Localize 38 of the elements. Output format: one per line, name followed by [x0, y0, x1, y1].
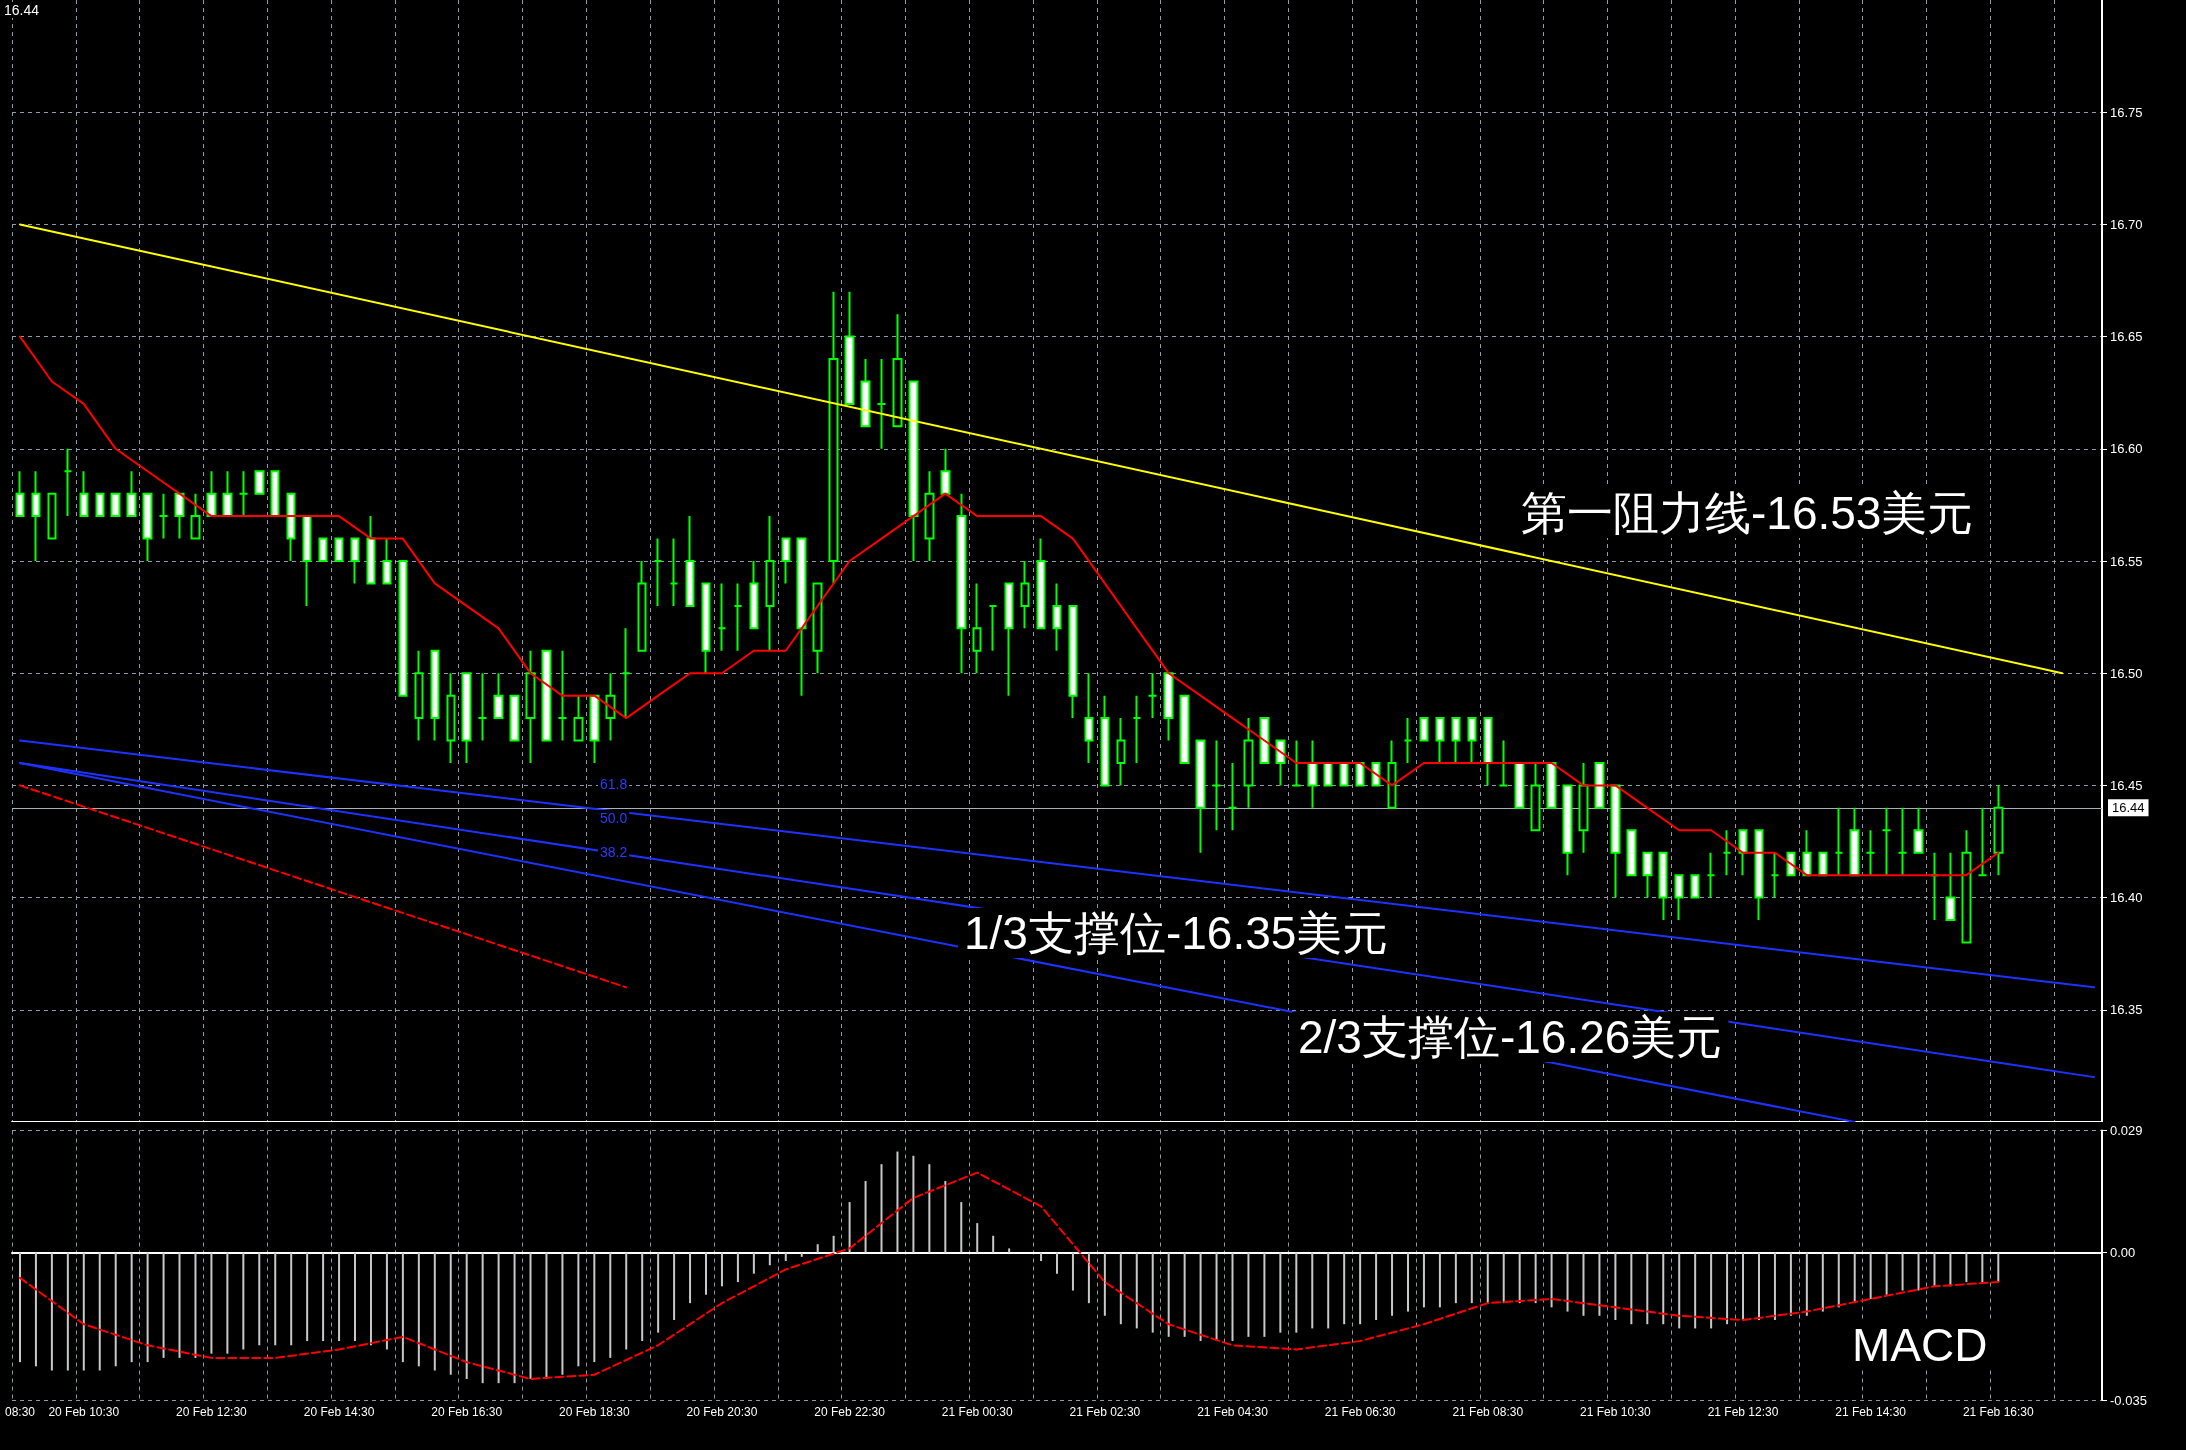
x-tick-label: 20 Feb 14:30 [303, 1405, 375, 1419]
x-tick-label: 21 Feb 00:30 [941, 1405, 1013, 1419]
x-tick-label: 21 Feb 08:30 [1452, 1405, 1524, 1419]
x-tick-label: 21 Feb 16:30 [1962, 1405, 2034, 1419]
x-tick-label: 20 Feb 22:30 [814, 1405, 886, 1419]
x-tick-label: 21 Feb 12:30 [1707, 1405, 1779, 1419]
x-tick-label: 20 Feb 16:30 [431, 1405, 503, 1419]
x-tick-label: 21 Feb 02:30 [1069, 1405, 1141, 1419]
y-tick-label: 16.70 [2110, 216, 2143, 232]
annotation: 16.44 [4, 2, 40, 18]
y-tick-label: 16.35 [2110, 1002, 2143, 1018]
x-tick-label: 20 Feb 18:30 [558, 1405, 631, 1419]
y-tick-label: 16.45 [2110, 777, 2143, 793]
x-tick-label: 08:30 [4, 1405, 36, 1419]
x-tick-label: 21 Feb 10:30 [1580, 1405, 1652, 1419]
ref-line-label: 16.44 [2112, 800, 2145, 816]
annotation: 38.2 [600, 844, 628, 860]
x-tick-label: 20 Feb 10:30 [48, 1405, 120, 1419]
y-tick-label: 0.00 [2110, 1245, 2136, 1261]
x-tick-label: 20 Feb 12:30 [176, 1405, 248, 1419]
y-tick-label: 0.029 [2110, 1123, 2143, 1138]
y-tick-label: 16.55 [2110, 553, 2143, 569]
y-tick-label: -0.035 [2110, 1392, 2147, 1408]
annotation: 50.0 [600, 810, 628, 826]
y-tick-label: 16.60 [2110, 441, 2143, 457]
y-tick-label: 16.65 [2110, 329, 2143, 345]
x-tick-label: 21 Feb 14:30 [1835, 1405, 1907, 1419]
annotation: 2/3支撑位-16.26美元 [1298, 1011, 1723, 1063]
y-tick-label: 16.40 [2110, 890, 2143, 906]
y-tick-label: 16.50 [2110, 665, 2143, 681]
annotation: 第一阻力线-16.53美元 [1521, 487, 1974, 539]
annotation: MACD [1852, 1319, 1988, 1371]
x-tick-label: 21 Feb 06:30 [1324, 1405, 1396, 1419]
x-tick-label: 20 Feb 20:30 [686, 1405, 758, 1419]
annotation: 1/3支撑位-16.35美元 [964, 907, 1389, 959]
x-tick-label: 21 Feb 04:30 [1197, 1405, 1269, 1419]
y-tick-label: 16.75 [2110, 104, 2143, 120]
annotation: 61.8 [600, 776, 628, 792]
